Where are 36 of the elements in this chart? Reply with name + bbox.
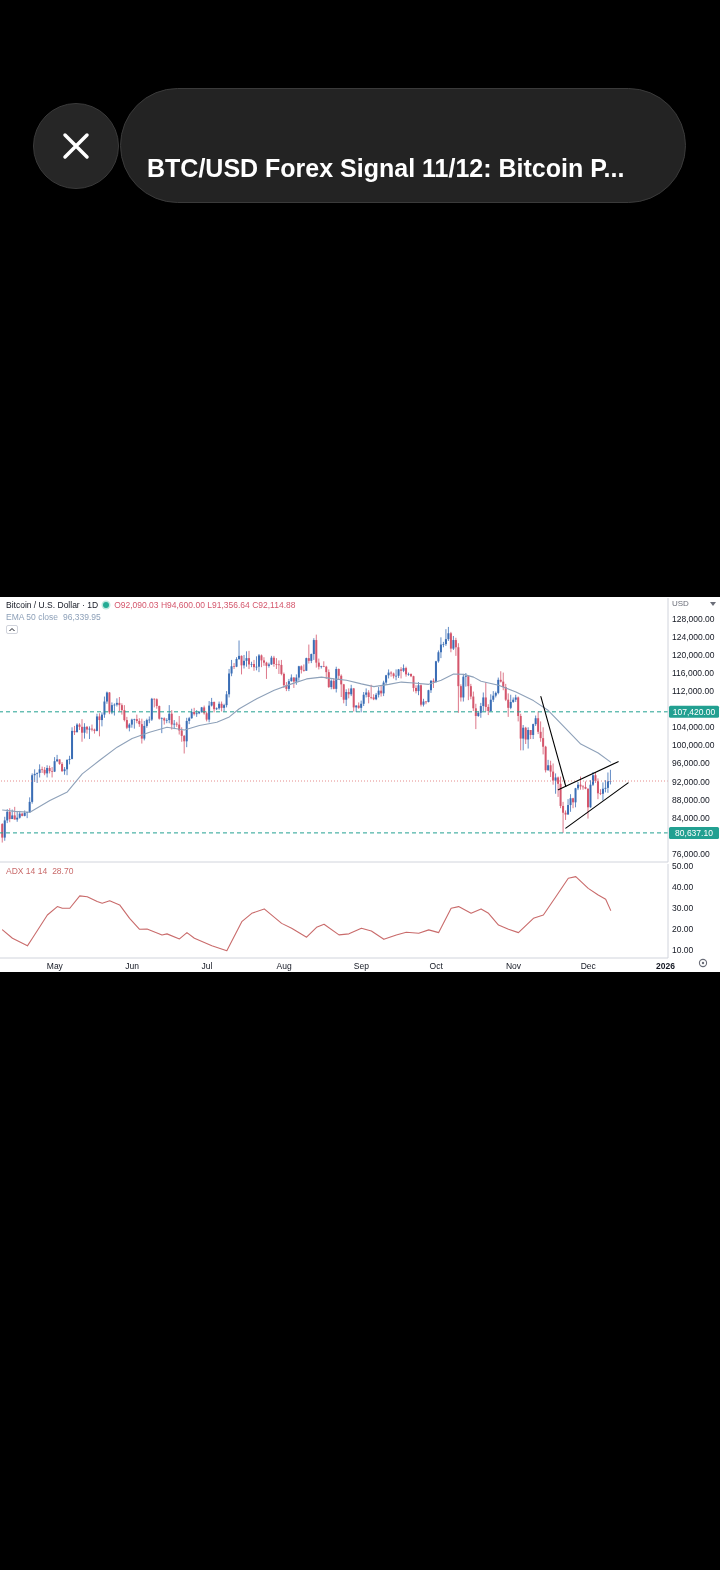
y-tick-label: 128,000.00 — [672, 613, 715, 624]
x-tick-label: Aug — [276, 961, 292, 971]
y-tick-label: 50.00 — [672, 860, 694, 871]
y-tick-label: 100,000.00 — [672, 740, 715, 751]
annotation: O92,090.03 H94,600.00 L91,356.64 C92,114.88 — [114, 599, 296, 611]
text: ADX 14 14 — [6, 865, 48, 877]
chart-subtitle: Bitcoin / U.S. Dollar · 1D — [6, 599, 99, 611]
y-tick-label: 120,000.00 — [672, 649, 715, 660]
y-tick-label: 92,000.00 — [672, 776, 711, 787]
y-tick-label: 88,000.00 — [672, 794, 711, 805]
x-tick-label: Jun — [125, 961, 140, 971]
y-tick-label: 20.00 — [672, 923, 694, 934]
y-tick-label: 104,000.00 — [672, 722, 715, 733]
annotation: 96,339.95 — [62, 611, 101, 623]
x-tick-label: 2026 — [656, 961, 676, 971]
y-tick-label: 40.00 — [672, 881, 694, 892]
y-axis-title: USD — [672, 599, 689, 608]
y-tick-label: 116,000.00 — [672, 668, 715, 679]
x-tick-label: Dec — [580, 961, 597, 971]
chart-title: BTC/USD Forex Signal 11/12: Bitcoin P... — [147, 154, 625, 182]
x-tick-label: Jul — [201, 961, 213, 971]
ref-line-label: 80,637.10 — [675, 827, 714, 838]
y-tick-label: 84,000.00 — [672, 812, 711, 823]
y-tick-label: 124,000.00 — [672, 631, 715, 642]
x-tick-label: Oct — [429, 961, 444, 971]
x-tick-label: Nov — [505, 961, 522, 971]
y-tick-label: 96,000.00 — [672, 758, 711, 769]
y-tick-label: 30.00 — [672, 902, 694, 913]
y-tick-label: 112,000.00 — [672, 686, 715, 697]
y-tick-label: 76,000.00 — [672, 848, 711, 859]
ref-line-label: 107,420.00 — [672, 706, 716, 717]
y-tick-label: 10.00 — [672, 944, 694, 955]
annotation: 28.70 — [52, 865, 74, 877]
x-tick-label: May — [46, 961, 64, 971]
x-tick-label: Sep — [353, 961, 370, 971]
text: EMA 50 close — [6, 611, 58, 623]
